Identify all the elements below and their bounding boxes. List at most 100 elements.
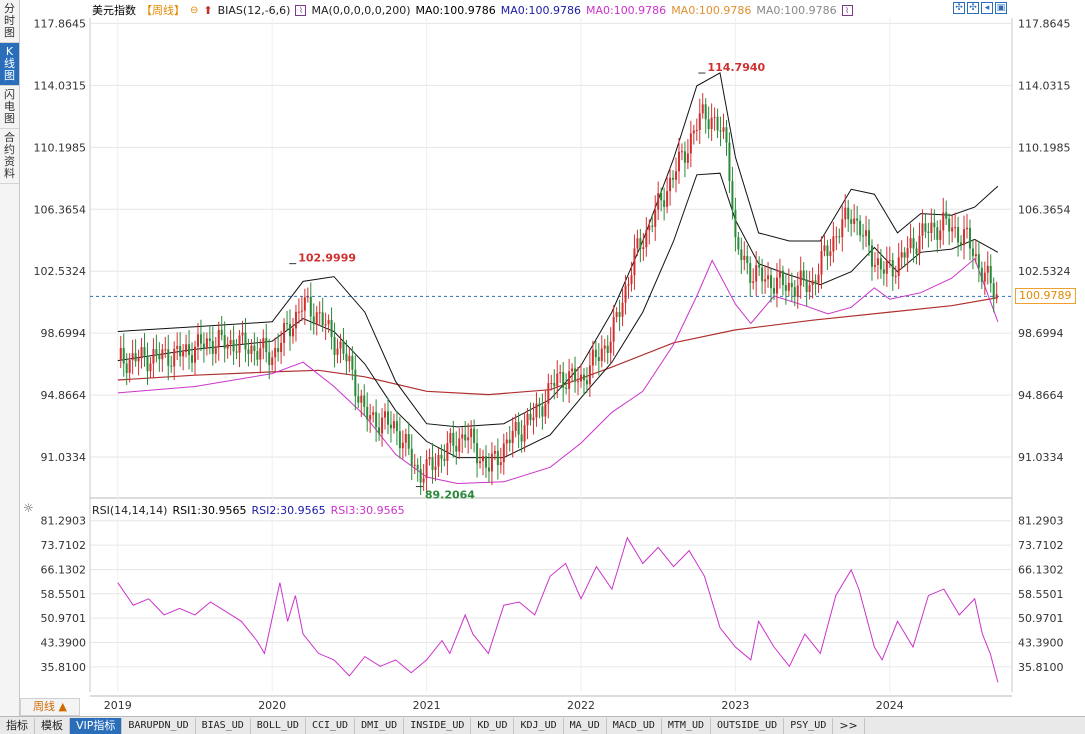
bias-label[interactable]: BIAS(12,-6,6) <box>217 3 291 17</box>
rsi-panel <box>117 536 999 683</box>
indicator-tab-3[interactable]: BARUPDN_UD <box>122 717 196 734</box>
candle-body <box>386 411 389 425</box>
candle-body <box>859 220 862 236</box>
candle-body <box>291 328 294 337</box>
indicator-tab-2[interactable]: VIP指标 <box>70 717 123 734</box>
candle-body <box>321 312 324 326</box>
candle-body <box>253 345 256 352</box>
indicator-tab-5[interactable]: BOLL_UD <box>251 717 306 734</box>
bias-icon[interactable]: ⬆ <box>203 3 213 17</box>
indicator-tab-0[interactable]: 指标 <box>0 717 35 734</box>
candle-body <box>191 355 194 363</box>
candle-body <box>618 312 621 317</box>
candle-body <box>297 311 300 313</box>
candle-body <box>778 270 781 278</box>
rsi3-value: RSI3:30.9565 <box>330 504 405 517</box>
indicator-tab-7[interactable]: DMI_UD <box>355 717 405 734</box>
candle-body <box>939 230 942 240</box>
expand-icon[interactable]: ▣ <box>995 2 1007 14</box>
indicator-tab-14[interactable]: OUTSIDE_UD <box>711 717 785 734</box>
candle-body <box>161 349 164 360</box>
candle-body <box>330 319 333 337</box>
annotation-1: 89.2064 <box>425 489 475 502</box>
indicator-tab-13[interactable]: MTM_UD <box>662 717 711 734</box>
candle-body <box>856 218 859 221</box>
candle-body <box>995 294 998 299</box>
rsi-tick-right-5: 43.3900 <box>1018 637 1064 650</box>
chart-canvas[interactable]: 117.8645 114.0315 110.1985 106.3654 102.5324… <box>0 0 1085 716</box>
candle-body <box>336 348 339 355</box>
rsi-legend: RSI(14,14,14) RSI1:30.9565 RSI2:30.9565 … <box>92 504 405 517</box>
candle-body <box>980 267 983 282</box>
crosshair-icon[interactable]: ✣ <box>953 2 965 14</box>
candle-body <box>496 450 499 466</box>
candle-body <box>942 212 945 231</box>
sidebar-tab-timeshare[interactable]: 分时图 <box>0 0 19 43</box>
candle-body <box>547 383 550 404</box>
candle-body <box>167 349 170 366</box>
candle-body <box>327 319 330 325</box>
candle-body <box>152 349 155 364</box>
candle-body <box>960 242 963 246</box>
candle-body <box>805 279 808 293</box>
ma-value-5: MA0:100.9786 <box>756 3 837 17</box>
candle-body <box>158 353 161 360</box>
candle-body <box>755 265 758 282</box>
candle-body <box>389 424 392 429</box>
candle-body <box>811 280 814 286</box>
indicator-tab-1[interactable]: 模板 <box>35 717 70 734</box>
candle-body <box>903 252 906 258</box>
candle-body <box>137 358 140 362</box>
sidebar-tab-contract-info[interactable]: 合约资料 <box>0 129 19 184</box>
candle-body <box>538 403 541 407</box>
lock-icon[interactable]: ⊖ <box>190 4 199 16</box>
candle-body <box>452 432 455 446</box>
indicator-tab-10[interactable]: KDJ_UD <box>514 717 564 734</box>
candle-body <box>897 257 900 276</box>
candle-body <box>707 119 710 130</box>
candle-body <box>957 227 960 243</box>
candle-body <box>428 457 431 460</box>
indicator-tab-9[interactable]: KD_UD <box>471 717 515 734</box>
candle-body <box>434 466 437 471</box>
candle-body <box>526 413 529 426</box>
indicator-tab-8[interactable]: INSIDE_UD <box>404 717 472 734</box>
candle-body <box>205 338 208 349</box>
candle-body <box>701 104 704 114</box>
zoom-icon[interactable]: ✣ <box>967 2 979 14</box>
candle-body <box>986 265 989 273</box>
indicator-tab-11[interactable]: MA_UD <box>564 717 607 734</box>
indicator-tab-6[interactable]: CCI_UD <box>306 717 356 734</box>
period-button[interactable]: 周线 ▲ <box>20 698 80 716</box>
legend-settings-icon[interactable]: ⌇ <box>841 4 853 16</box>
candle-body <box>918 235 921 255</box>
candle-body <box>600 348 603 362</box>
candle-body <box>232 339 235 352</box>
candle-body <box>366 406 369 420</box>
candle-body <box>695 130 698 132</box>
indicator-tab-12[interactable]: MACD_UD <box>607 717 662 734</box>
current-price-badge: 100.9789 <box>1015 288 1076 304</box>
sun-icon[interactable]: ☼ <box>23 501 34 515</box>
candle-body <box>930 222 933 234</box>
ma-settings-icon[interactable]: ⌇ <box>295 4 307 16</box>
sidebar-tab-lightning[interactable]: 闪电图 <box>0 86 19 129</box>
candle-body <box>413 464 416 466</box>
candle-body <box>419 469 422 483</box>
candle-body <box>502 443 505 463</box>
candle-body <box>220 329 223 336</box>
candle-body <box>719 130 722 132</box>
back-icon[interactable]: ◂ <box>981 2 993 14</box>
candle-body <box>764 279 767 282</box>
indicator-tab-16[interactable]: >> <box>833 717 865 734</box>
candle-body <box>740 249 743 260</box>
candle-body <box>989 265 992 284</box>
candle-body <box>176 345 179 349</box>
indicator-tab-15[interactable]: PSY_UD <box>784 717 834 734</box>
indicator-tab-4[interactable]: BIAS_UD <box>196 717 251 734</box>
rsi-label[interactable]: RSI(14,14,14) <box>92 504 168 517</box>
candle-body <box>381 417 384 434</box>
candle-body <box>357 396 360 403</box>
ma-label[interactable]: MA(0,0,0,0,0,200) <box>311 3 411 17</box>
